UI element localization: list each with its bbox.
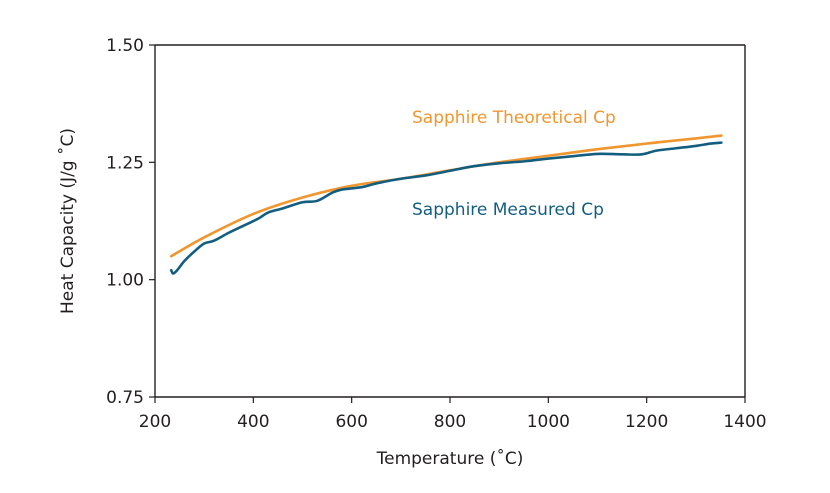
x-tick-label: 800 bbox=[434, 412, 466, 432]
x-tick-label: 1400 bbox=[723, 412, 766, 432]
x-axis-title: Temperature (˚C) bbox=[376, 448, 524, 469]
series-label-measured: Sapphire Measured Cp bbox=[412, 200, 604, 220]
x-tick-label: 200 bbox=[139, 412, 171, 432]
x-tick-label: 1000 bbox=[527, 412, 570, 432]
plot-frame bbox=[154, 44, 746, 398]
series-line-measured bbox=[169, 141, 723, 275]
y-tick-label: 0.75 bbox=[106, 388, 144, 408]
y-axis-ticks: 0.75 1.00 1.25 1.50 bbox=[106, 36, 155, 408]
x-tick-label: 600 bbox=[335, 412, 367, 432]
y-tick-label: 1.25 bbox=[106, 153, 144, 173]
y-tick-label: 1.00 bbox=[106, 271, 144, 291]
x-tick-label: 400 bbox=[237, 412, 269, 432]
y-axis-title: Heat Capacity (J/g ˚C) bbox=[57, 128, 78, 314]
series-lines bbox=[169, 134, 723, 275]
x-tick-label: 1200 bbox=[625, 412, 668, 432]
series-label-theoretical: Sapphire Theoretical Cp bbox=[412, 108, 616, 128]
x-axis-ticks: 200 400 600 800 1000 1200 1400 bbox=[139, 397, 767, 432]
y-tick-label: 1.50 bbox=[106, 36, 144, 56]
